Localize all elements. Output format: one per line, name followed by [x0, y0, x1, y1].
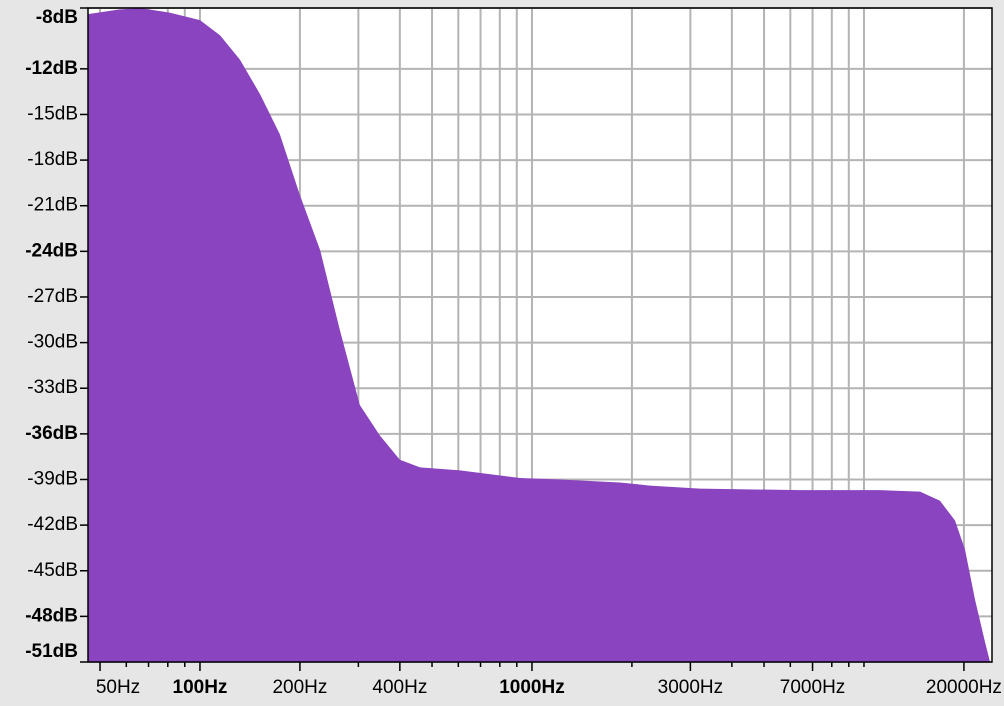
y-tick-label: -51dB — [25, 641, 78, 662]
y-tick-label: -45dB — [27, 560, 78, 581]
spectrum-area — [88, 8, 991, 662]
y-tick-label: -48dB — [25, 605, 78, 626]
y-tick-label: -24dB — [25, 240, 78, 261]
y-tick-label: -36dB — [25, 423, 78, 444]
x-tick-label: 1000Hz — [499, 677, 565, 698]
plot-frame — [87, 7, 993, 663]
y-tick-label: -33dB — [27, 377, 78, 398]
y-tick-label: -30dB — [27, 332, 78, 353]
y-tick-label: -12dB — [25, 58, 78, 79]
y-tick-label: -18dB — [27, 149, 78, 170]
y-tick-label: -39dB — [27, 469, 78, 490]
x-tick-label: 20000Hz — [926, 677, 1002, 698]
x-tick-label: 100Hz — [173, 677, 228, 698]
x-tick-label: 7000Hz — [780, 677, 846, 698]
x-tick-label: 200Hz — [272, 677, 327, 698]
x-tick-label: 3000Hz — [658, 677, 724, 698]
y-tick-label: -15dB — [27, 103, 78, 124]
y-tick-label: -21dB — [27, 195, 78, 216]
x-tick-label: 400Hz — [372, 677, 427, 698]
y-tick-label: -8dB — [36, 7, 78, 28]
y-tick-label: -27dB — [27, 286, 78, 307]
x-tick-label: 50Hz — [96, 677, 140, 698]
y-tick-label: -42dB — [27, 514, 78, 535]
